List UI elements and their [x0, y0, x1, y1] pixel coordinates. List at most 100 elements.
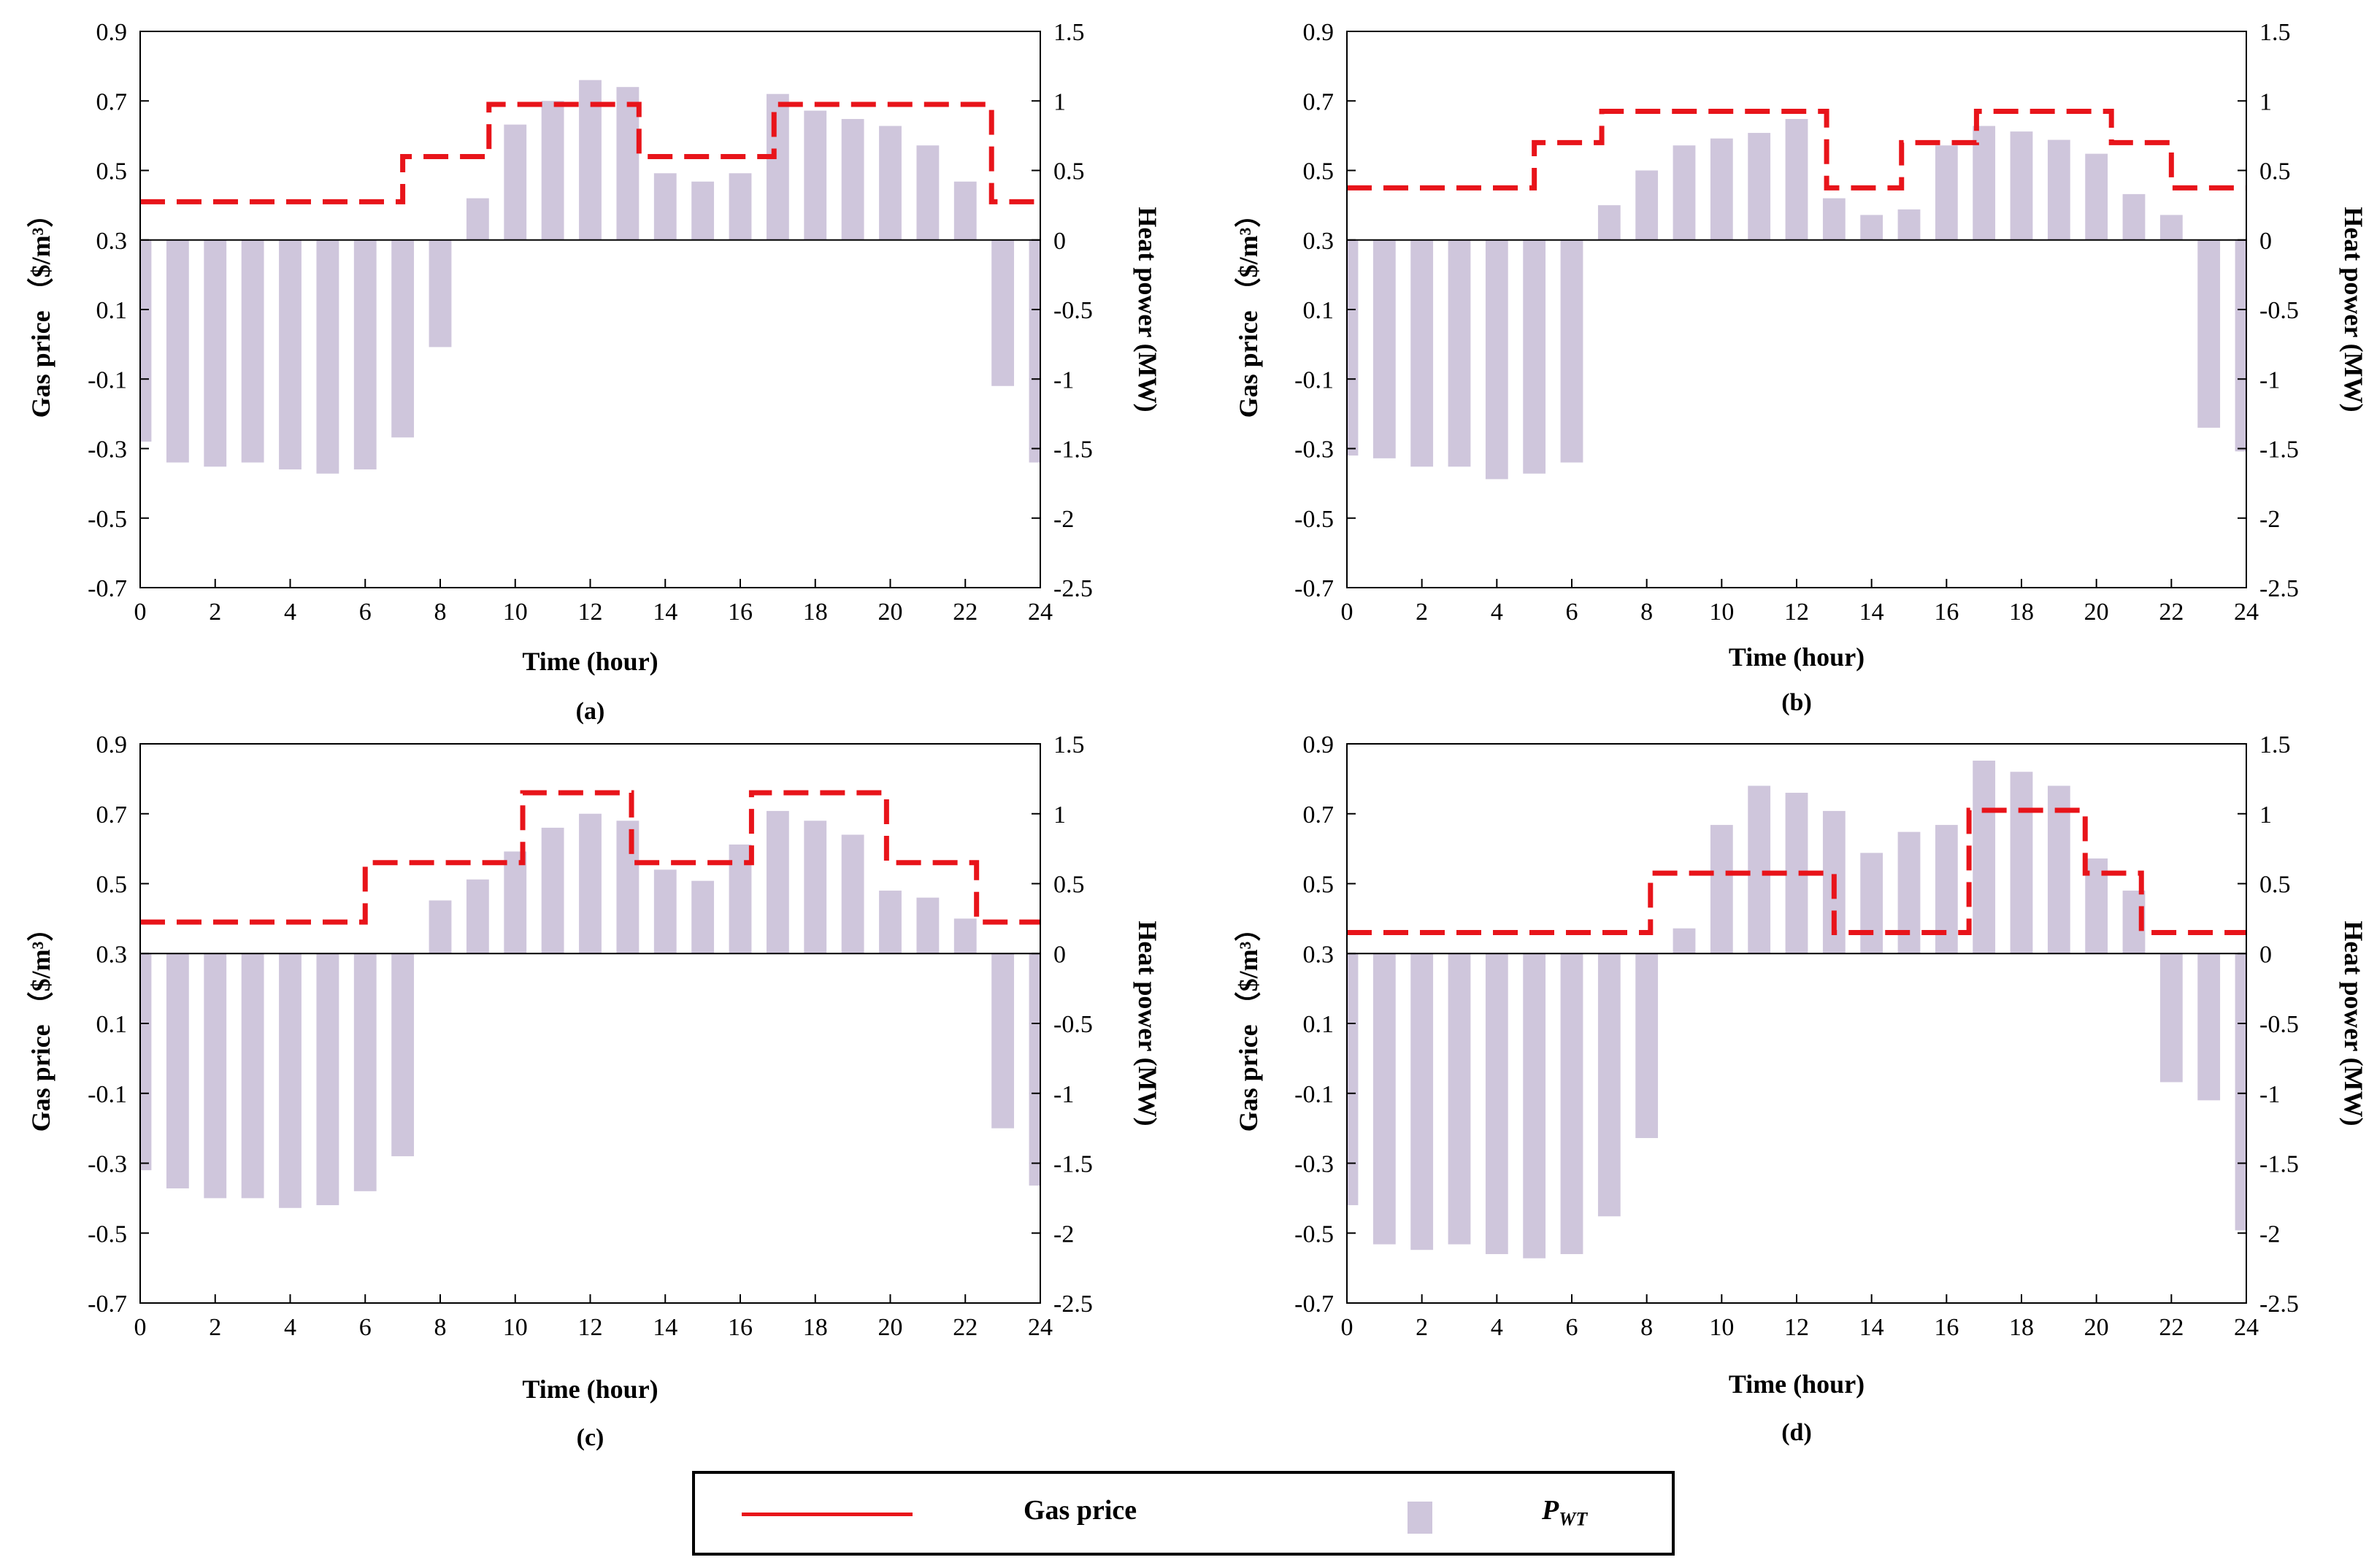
heat-power-bar [1560, 239, 1583, 463]
heat-power-bar [766, 810, 789, 954]
x-tick-label: 0 [1341, 1314, 1353, 1341]
heat-power-bar [729, 173, 752, 240]
heat-power-bar [841, 834, 864, 954]
y-right-tick-label: 1.5 [2259, 731, 2291, 758]
x-tick-label: 20 [2084, 599, 2109, 626]
y-left-tick-label: 0.7 [96, 88, 128, 115]
y-left-tick-label: 0.3 [96, 941, 128, 968]
heat-power-bar [391, 953, 415, 1156]
heat-power-bar [804, 110, 827, 240]
heat-power-bar [916, 145, 940, 240]
heat-power-bar [1710, 138, 1733, 240]
y-right-tick-label: 0.5 [2259, 872, 2291, 899]
chart-panel-c: 0 2 4 6 8 10 12 14 16 18 20 22 240.90.70.50.30.1-0.1… [26, 731, 1162, 1451]
y-left-tick-label: -0.5 [1294, 506, 1334, 533]
x-tick-label: 24 [1028, 599, 1053, 626]
heat-power-bar [653, 869, 677, 954]
y-right-tick-label: -1 [2259, 366, 2280, 393]
x-tick-label: 8 [434, 1314, 447, 1341]
y-right-tick-label: 1.5 [1053, 19, 1085, 46]
y-left-tick-label: 0.3 [96, 228, 128, 255]
heat-power-bar [1748, 785, 1771, 954]
heat-power-bar [2085, 153, 2108, 240]
heat-power-bar [579, 813, 602, 954]
gas-price-line [140, 790, 1040, 925]
y-right-tick-label: 0 [2259, 941, 2272, 968]
y-right-tick-label: -2.5 [2259, 1291, 2299, 1318]
legend-heat-power-label-main: P [1542, 1495, 1559, 1526]
y-left-tick-label: 0.1 [1303, 1011, 1335, 1038]
heat-power-bar [1372, 953, 1396, 1245]
heat-power-bar [1860, 215, 1883, 240]
x-tick-label: 18 [803, 599, 828, 626]
heat-power-bar [391, 239, 415, 438]
heat-power-bar [140, 239, 152, 442]
x-tick-label: 8 [434, 599, 447, 626]
x-tick-label: 24 [2234, 1314, 2259, 1341]
y-left-tick-label: 0.5 [96, 158, 128, 185]
heat-power-bar [353, 239, 377, 470]
x-tick-label: 0 [1341, 599, 1353, 626]
y-left-tick-label: 0.9 [96, 19, 128, 46]
heat-power-bar [616, 87, 640, 240]
heat-power-bar [1560, 953, 1583, 1254]
y-right-tick-label: -1 [1053, 366, 1074, 393]
y-left-tick-label: 0.1 [96, 297, 128, 324]
x-axis-title: Time (hour) [522, 1375, 658, 1404]
chart-panel-d: 0 2 4 6 8 10 12 14 16 18 20 22 240.90.70.50.30.1-0.1… [1234, 731, 2368, 1446]
x-tick-label: 10 [1709, 599, 1734, 626]
heat-power-bar [2197, 239, 2221, 428]
y-left-tick-label: 0.3 [1303, 228, 1335, 255]
heat-power-bar [1597, 953, 1621, 1217]
x-tick-label: 14 [1859, 599, 1884, 626]
y-right-tick-label: 0.5 [1053, 158, 1085, 185]
heat-power-bar [1448, 953, 1471, 1245]
y-left-tick-label: -0.7 [1294, 1291, 1334, 1318]
legend-heat-power-label-sub: WT [1559, 1508, 1588, 1530]
heat-power-bar [2159, 215, 2183, 240]
y-right-tick-label: -1 [1053, 1081, 1074, 1108]
x-tick-label: 8 [1640, 1314, 1653, 1341]
heat-power-bar [1673, 145, 1696, 240]
y-right-tick-label: 1 [2259, 802, 2272, 829]
x-tick-label: 22 [2159, 1314, 2184, 1341]
heat-power-bar [204, 953, 227, 1199]
y-right-tick-label: -2.5 [1053, 1291, 1093, 1318]
y-right-tick-label: -1.5 [1053, 1151, 1093, 1178]
y-right-tick-label: 0 [1053, 228, 1066, 255]
heat-power-bar [804, 820, 827, 954]
heat-power-bar [140, 953, 152, 1171]
y-right-axis-title: Heat power (MW) [2339, 207, 2368, 412]
x-tick-label: 10 [1709, 1314, 1734, 1341]
x-tick-label: 22 [953, 1314, 978, 1341]
y-left-tick-label: -0.5 [88, 506, 127, 533]
panel-label: (b) [1781, 689, 1812, 716]
y-right-tick-label: -1.5 [2259, 437, 2299, 464]
y-left-tick-label: -0.3 [1294, 437, 1334, 464]
heat-power-bar [991, 953, 1015, 1129]
heat-power-bar [1785, 119, 1808, 240]
heat-power-bar [2197, 953, 2221, 1101]
y-left-tick-label: 0.9 [96, 731, 128, 758]
heat-power-bar [1860, 853, 1883, 954]
heat-power-bar [1973, 760, 1996, 954]
y-right-tick-label: 0.5 [2259, 158, 2291, 185]
y-right-tick-label: 1 [1053, 88, 1066, 115]
x-tick-label: 0 [134, 1314, 147, 1341]
panel-label: (d) [1781, 1419, 1812, 1446]
y-left-tick-label: -0.3 [88, 437, 127, 464]
heat-power-bar [691, 880, 715, 954]
heat-power-bar [279, 239, 302, 470]
heat-power-bar [1347, 239, 1359, 456]
y-right-tick-label: -2 [2259, 506, 2280, 533]
heat-power-bar [991, 239, 1015, 386]
x-axis-title: Time (hour) [1729, 642, 1865, 672]
heat-power-bar [2010, 772, 2033, 954]
legend: Gas price PWT [692, 1471, 1675, 1556]
y-right-tick-label: -2 [1053, 1221, 1074, 1248]
legend-gas-price-line [742, 1513, 913, 1516]
x-tick-label: 14 [653, 1314, 677, 1341]
y-left-tick-label: 0.7 [1303, 88, 1335, 115]
heat-power-bar [466, 879, 489, 954]
y-right-tick-label: -2.5 [1053, 575, 1093, 602]
